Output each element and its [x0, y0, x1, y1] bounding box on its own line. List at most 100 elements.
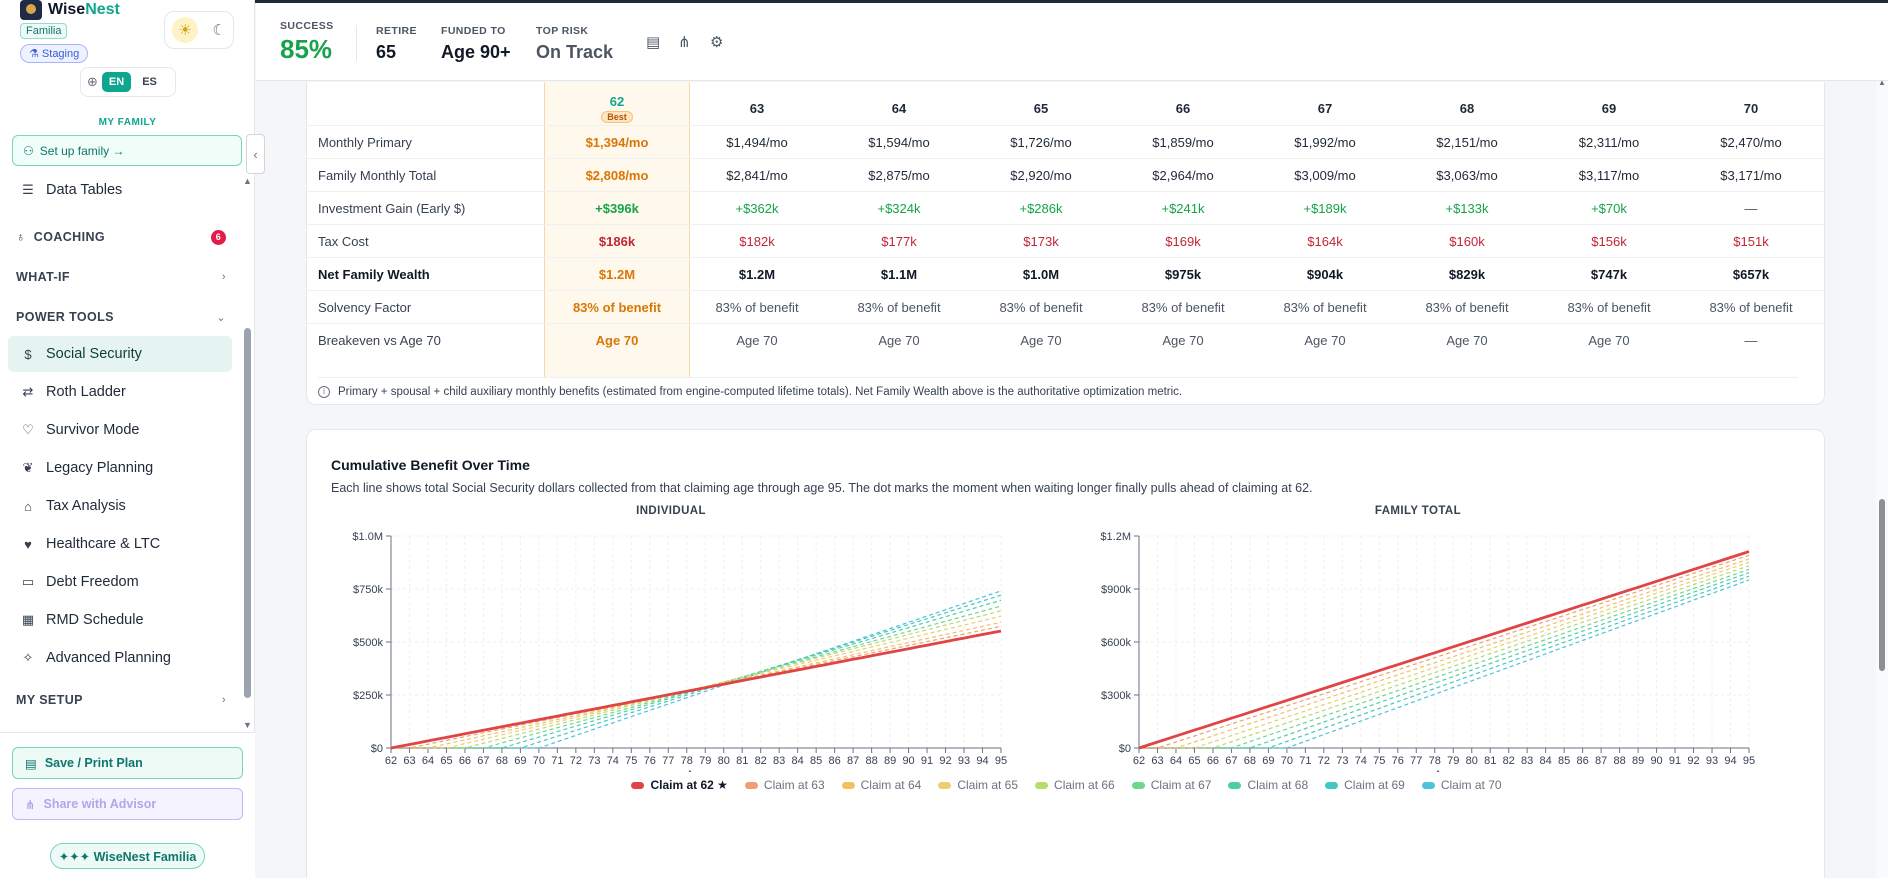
legend-item-claim-64[interactable]: Claim at 64 [841, 778, 921, 792]
chevron-left-icon: ‹ [253, 146, 258, 162]
x-tick-label: 89 [884, 755, 896, 767]
legend-item-claim-62[interactable]: Claim at 62 ★ [631, 778, 728, 792]
table-cell: 83% of benefit [999, 300, 1083, 315]
x-tick-label: 88 [1613, 755, 1625, 767]
legend-item-claim-69[interactable]: Claim at 69 [1325, 778, 1405, 792]
cumulative-benefit-card: Cumulative Benefit Over Time Each line s… [306, 429, 1825, 878]
share-icon[interactable]: ⋔ [678, 34, 691, 51]
setup-family-button[interactable]: ⚇ Set up family → [12, 135, 242, 166]
scroll-up-arrow-icon[interactable]: ▲ [1878, 78, 1886, 87]
table-cell: $1.2M [598, 267, 636, 282]
sidebar-item-data-tables[interactable]: ☰ Data Tables [8, 178, 232, 208]
x-tick-label: 89 [1632, 755, 1644, 767]
page-scrollbar[interactable]: ▲ [1876, 78, 1888, 878]
x-tick-label: 72 [570, 755, 582, 767]
column-header-label: 64 [891, 100, 907, 116]
document-icon[interactable]: ▤ [646, 34, 661, 51]
column-header-label: 69 [1601, 100, 1617, 116]
column-header-age-66: 66 [1118, 83, 1248, 133]
sidebar-item-legacy-planning[interactable]: ❦ Legacy Planning [8, 450, 232, 486]
brand[interactable]: WiseNest [20, 0, 120, 20]
sidebar-item-roth-ladder[interactable]: ⇄ Roth Ladder [8, 374, 232, 410]
column-header-age-65: 65 [976, 83, 1106, 133]
column-header-age-64: 64 [834, 83, 964, 133]
x-tick-label: 68 [496, 755, 508, 767]
table-row: Tax Cost $186k $182k $177k $173k $169k $164k $1… [307, 224, 1824, 257]
legend-label: Claim at 70 [1440, 778, 1502, 792]
heart-pulse-icon: ♥ [24, 536, 32, 552]
theme-toggle[interactable]: ☀ ☾ [164, 11, 234, 49]
sidebar-item-healthcare-ltc[interactable]: ♥ Healthcare & LTC [8, 526, 232, 562]
table-cell: $657k [1732, 267, 1770, 282]
share-with-advisor-button[interactable]: ⋔ Share with Advisor [12, 788, 243, 820]
legend-item-claim-70[interactable]: Claim at 70 [1421, 778, 1502, 792]
sidebar-scroll-thumb[interactable] [244, 328, 251, 698]
collapse-sidebar-button[interactable]: ‹ [246, 134, 265, 174]
section-what-if[interactable]: WHAT-IF › [16, 262, 226, 292]
section-coaching[interactable]: ♁ COACHING 6 [16, 222, 226, 252]
footnote-text: Primary + spousal + child auxiliary mont… [338, 385, 1183, 398]
column-header-label: 66 [1175, 100, 1191, 116]
table-cell: 83% of benefit [715, 300, 799, 315]
x-tick-label: 71 [551, 755, 563, 767]
table-cell: $2,841/mo [726, 168, 788, 183]
y-tick-label: $1.0M [352, 531, 383, 543]
legend-item-claim-68[interactable]: Claim at 68 [1228, 778, 1308, 792]
brand-name: WiseNest [48, 1, 120, 18]
sidebar-item-rmd-schedule[interactable]: ▦ RMD Schedule [8, 602, 232, 638]
row-label: Investment Gain (Early $) [318, 201, 466, 216]
wisenest-familia-button[interactable]: ✦✦✦ WiseNest Familia [50, 843, 205, 869]
scroll-up-arrow-icon[interactable]: ▲ [243, 176, 252, 186]
legend-swatch [744, 781, 758, 789]
lang-en-button[interactable]: EN [101, 72, 132, 92]
scroll-down-arrow-icon[interactable]: ▼ [243, 720, 252, 730]
legend-item-claim-63[interactable]: Claim at 63 [744, 778, 825, 792]
x-tick-label: 82 [755, 755, 767, 767]
stat-label: FUNDED TO [441, 25, 506, 37]
x-tick-label: 80 [1466, 755, 1478, 767]
sidebar-item-tax-analysis[interactable]: ⌂ Tax Analysis [8, 488, 232, 524]
x-tick-label: 70 [1281, 755, 1293, 767]
sidebar-item-label: Survivor Mode [46, 422, 140, 438]
sidebar-scrollbar[interactable]: ▲ ▼ [243, 176, 252, 730]
legend-item-claim-65[interactable]: Claim at 65 [938, 778, 1018, 792]
sidebar-item-social-security[interactable]: $ Social Security [8, 336, 232, 372]
sidebar-item-debt-freedom[interactable]: ▭ Debt Freedom [8, 564, 232, 600]
gear-icon[interactable]: ⚙ [710, 34, 724, 51]
save-print-plan-button[interactable]: ▤ Save / Print Plan [12, 747, 243, 779]
table-cell: +$70k [1591, 201, 1627, 216]
stat-success: SUCCESS 85% [280, 20, 334, 65]
x-tick-label: 82 [1503, 755, 1515, 767]
sidebar-item-survivor-mode[interactable]: ♡ Survivor Mode [8, 412, 232, 448]
section-power-tools[interactable]: POWER TOOLS ⌄ [16, 302, 226, 332]
sidebar-item-label: Legacy Planning [46, 460, 154, 476]
user-icon: ⚇ [23, 143, 34, 158]
row-label: Family Monthly Total [318, 168, 437, 183]
sun-icon[interactable]: ☀ [172, 17, 199, 43]
series-line-claim-69 [1139, 575, 1750, 749]
coaching-count-badge: 6 [211, 229, 226, 245]
section-label: WHAT-IF [16, 270, 70, 284]
x-tick-label: 79 [699, 755, 711, 767]
table-cell: +$189k [1303, 201, 1347, 216]
brand-logo-icon [20, 0, 42, 20]
legend-item-claim-66[interactable]: Claim at 66 [1035, 778, 1115, 792]
table-cell: +$396k [595, 201, 639, 216]
table-cell: $1,394/mo [585, 135, 649, 150]
page-scroll-thumb[interactable] [1879, 499, 1885, 671]
calendar-icon: ▦ [21, 612, 35, 627]
environment-badge: ⚗ Staging [20, 44, 89, 63]
table-cell: $3,117/mo [1578, 168, 1640, 183]
share-icon: ⋔ [25, 797, 36, 812]
lang-es-button[interactable]: ES [142, 76, 157, 88]
series-line-claim-67 [1139, 568, 1750, 749]
legend-item-claim-67[interactable]: Claim at 67 [1131, 778, 1211, 792]
sidebar: WiseNest Familia ⚗ Staging ☀ ☾ ⊕ EN ES M… [0, 0, 265, 878]
bank-icon: ⌂ [24, 498, 32, 514]
moon-icon[interactable]: ☾ [212, 22, 226, 39]
table-icon: ☰ [22, 182, 34, 197]
series-line-claim-65 [1139, 561, 1750, 749]
section-my-setup[interactable]: MY SETUP › [16, 685, 226, 715]
table-cell: $1,726/mo [1010, 135, 1072, 150]
sidebar-item-advanced-planning[interactable]: ✧ Advanced Planning [8, 640, 232, 676]
